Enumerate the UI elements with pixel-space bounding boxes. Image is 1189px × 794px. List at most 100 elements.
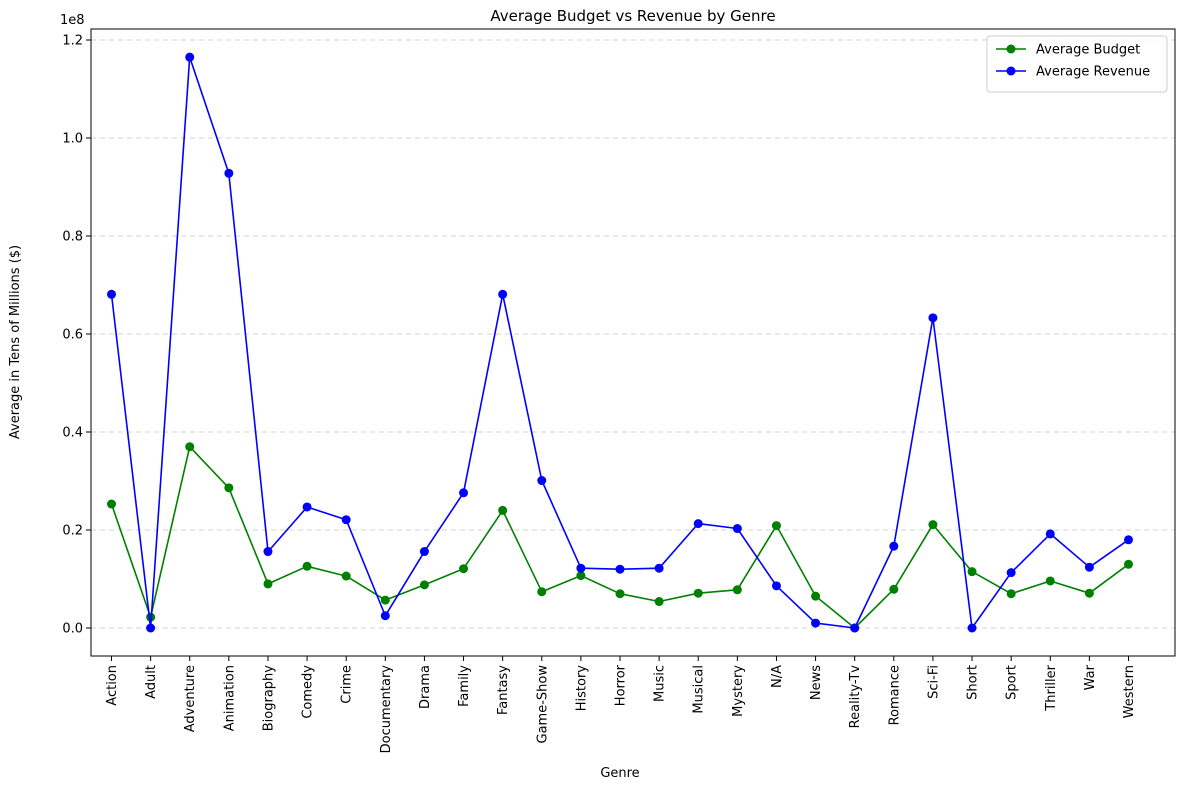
x-tick-label: Music — [653, 665, 668, 702]
x-tick-label: Comedy — [301, 665, 316, 719]
data-point — [771, 521, 781, 531]
data-point — [302, 561, 312, 571]
x-tick-label: History — [574, 665, 589, 712]
data-point — [107, 499, 116, 509]
data-point — [811, 591, 821, 601]
data-point — [732, 524, 742, 534]
series-budget — [107, 442, 1133, 633]
x-tick-label: Western — [1122, 665, 1137, 718]
x-tick-label: Thriller — [1044, 664, 1059, 711]
y-tick-label: 0.0 — [62, 622, 83, 637]
legend: Average Budget Average Revenue — [986, 35, 1168, 93]
x-tick-label: Sport — [1005, 665, 1020, 700]
x-tick-label: Sci-Fi — [926, 665, 941, 699]
data-point — [459, 564, 469, 574]
y-axis-label: Average in Tens of Millions ($) — [8, 245, 23, 439]
x-tick-label: Short — [966, 665, 981, 700]
x-axis-label: Genre — [600, 766, 639, 781]
data-point — [341, 515, 351, 525]
data-point — [419, 580, 429, 590]
x-tick-label: Game-Show — [535, 665, 550, 744]
y-axis: 0.0 0.2 0.4 0.6 0.8 1.0 1.2 — [62, 34, 91, 637]
x-tick-label: Adventure — [183, 665, 198, 732]
x-tick-label: Horror — [614, 664, 629, 706]
x-tick-label: Mystery — [731, 665, 746, 717]
legend-marker — [1006, 66, 1016, 76]
data-point — [967, 567, 977, 577]
data-point — [380, 611, 390, 621]
legend-box — [986, 35, 1168, 93]
data-point — [1084, 562, 1094, 572]
x-tick-label: Musical — [692, 665, 707, 714]
data-point — [771, 581, 781, 591]
data-point — [224, 168, 234, 178]
y-tick-label: 0.4 — [62, 426, 83, 441]
x-tick-label: War — [1083, 664, 1098, 690]
data-point — [889, 584, 899, 594]
data-point — [615, 589, 625, 599]
data-point — [107, 289, 116, 299]
data-point — [1045, 529, 1055, 539]
x-tick-label: Fantasy — [496, 665, 511, 715]
data-point — [576, 563, 586, 573]
x-tick-label: Romance — [887, 665, 902, 725]
data-point — [693, 588, 703, 598]
y-tick-label: 0.2 — [62, 524, 83, 539]
x-tick-label: Drama — [418, 665, 433, 709]
data-point — [380, 595, 390, 605]
data-point — [419, 547, 429, 557]
y-tick-label: 1.2 — [62, 34, 83, 49]
data-point — [1006, 568, 1016, 578]
data-point — [889, 541, 899, 551]
x-tick-label: Biography — [261, 665, 276, 732]
x-tick-label: Adult — [144, 665, 159, 699]
data-point — [576, 571, 586, 581]
x-tick-label: Action — [105, 665, 120, 706]
data-point — [459, 488, 469, 498]
y-tick-label: 0.6 — [62, 328, 83, 343]
data-point — [1045, 576, 1055, 586]
data-point — [615, 564, 625, 574]
x-tick-label: News — [809, 665, 824, 700]
legend-label: Average Budget — [1036, 43, 1140, 58]
data-point — [928, 520, 938, 530]
x-tick-label: Crime — [340, 665, 355, 704]
data-point — [1084, 588, 1094, 598]
data-point — [654, 563, 664, 573]
data-point — [302, 502, 312, 512]
series-revenue — [107, 52, 1133, 633]
x-tick-label: Family — [457, 665, 472, 707]
data-point — [811, 618, 821, 628]
data-point — [185, 442, 195, 452]
data-point — [537, 587, 547, 597]
data-point — [224, 483, 234, 493]
data-point — [693, 519, 703, 529]
data-point — [967, 623, 977, 633]
chart-title: Average Budget vs Revenue by Genre — [490, 7, 775, 25]
x-tick-label: N/A — [770, 665, 785, 688]
series-lines — [107, 52, 1133, 633]
data-point — [1124, 559, 1133, 569]
data-point — [498, 289, 508, 299]
data-point — [850, 623, 860, 633]
legend-entries: Average Budget Average Revenue — [996, 43, 1150, 80]
data-point — [732, 585, 742, 595]
data-point — [928, 313, 938, 323]
data-point — [185, 52, 195, 62]
plot-frame — [90, 28, 1176, 657]
data-point — [341, 571, 351, 581]
data-point — [263, 579, 273, 589]
x-tick-label: Animation — [222, 665, 237, 731]
x-tick-label: Documentary — [379, 665, 394, 754]
x-tick-label: Reality-Tv — [848, 665, 863, 729]
data-point — [263, 547, 273, 557]
y-tick-label: 1.0 — [62, 132, 83, 147]
legend-label: Average Revenue — [1036, 65, 1150, 80]
data-point — [1006, 589, 1016, 599]
x-axis: Action Adult Adventure Animation Biography Co… — [105, 656, 1137, 753]
data-point — [498, 505, 508, 515]
data-point — [654, 597, 664, 607]
data-point — [146, 623, 156, 633]
